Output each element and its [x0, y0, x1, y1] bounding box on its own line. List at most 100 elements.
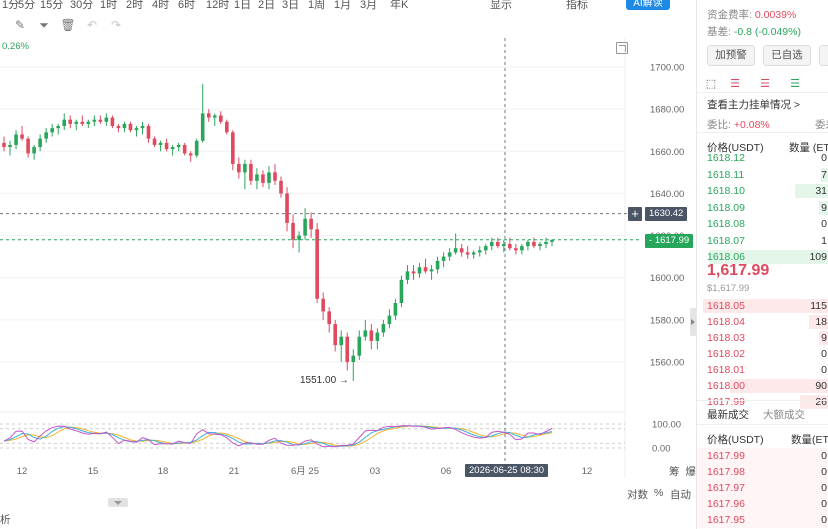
orderbook-bids-only-icon[interactable]: ☰: [790, 78, 800, 90]
candle-body: [170, 147, 175, 150]
timeframe-1d[interactable]: 1日: [234, 0, 252, 11]
bid-row[interactable]: 1618.11 7: [697, 167, 828, 183]
expand-icon[interactable]: [616, 42, 628, 54]
log-scale-toggle[interactable]: 对数: [627, 489, 648, 501]
chart-area[interactable]: 1分 5分 15分 30分 1时 2时 4时 6时 12时 1日 2日 3日 1…: [0, 0, 696, 529]
timeline-collapse-handle[interactable]: [108, 498, 128, 507]
candle-body: [321, 298, 325, 312]
tab-large-trades[interactable]: 大额成交: [763, 409, 805, 421]
timeframe-3mo[interactable]: 3月: [360, 0, 378, 11]
ask-row[interactable]: 1618.00 90: [697, 378, 828, 394]
trash-icon[interactable]: 🗑: [60, 18, 76, 32]
side-tools: 筹 爆: [669, 464, 696, 479]
display-menu[interactable]: 显示: [490, 0, 512, 11]
orderbook-asks-only-icon[interactable]: ☰: [760, 78, 770, 90]
order-ratio-label: 委比:: [707, 119, 731, 131]
candle-body: [50, 128, 54, 133]
trades-header: 价格(USDT) 数量(ET: [707, 432, 828, 447]
y-tick-label: 1680.00: [650, 105, 684, 116]
candle-body: [435, 260, 440, 270]
watchlist-button[interactable]: 已自选: [763, 45, 811, 66]
auto-scale-toggle[interactable]: 自动: [670, 489, 691, 501]
add-alert-icon[interactable]: +: [628, 207, 642, 221]
x-axis: 12 15 18 21 6月 25 03 06 12: [17, 466, 593, 477]
candle-body: [237, 163, 241, 173]
ask-row[interactable]: 1618.03 9: [697, 330, 828, 346]
bid-row[interactable]: 1618.06 109: [697, 249, 828, 265]
orderbook-header: 价格(USDT) 数量 (ET: [707, 140, 828, 155]
analysis-tab[interactable]: 析: [0, 514, 11, 526]
timeframe-1h[interactable]: 1时: [100, 0, 118, 11]
candle-body: [80, 121, 85, 124]
timeframe-15m[interactable]: 15分: [40, 0, 64, 11]
orderbook-both-icon[interactable]: ⬚: [705, 78, 717, 90]
candle-body: [98, 119, 103, 122]
timeframe-4h[interactable]: 4时: [152, 0, 170, 11]
candle-body: [495, 241, 500, 247]
ask-row[interactable]: 1617.99 26: [697, 394, 828, 410]
timeframe-2d[interactable]: 2日: [258, 0, 276, 11]
x-tick-label: 12: [582, 466, 593, 477]
oscillator-tick-label: 100.00: [652, 420, 681, 431]
candle-body: [8, 144, 12, 148]
ask-row[interactable]: 1618.01 0: [697, 362, 828, 378]
candle-body: [212, 115, 217, 118]
drawing-tools: ✎ ⏷ 🗑 ↶ ↷: [0, 14, 140, 36]
panel-collapse-handle[interactable]: [690, 308, 697, 336]
timeframe-2h[interactable]: 2时: [126, 0, 144, 11]
ask-row[interactable]: 1618.02 0: [697, 346, 828, 362]
timeframe-12h[interactable]: 12时: [206, 0, 230, 11]
ai-analysis-button[interactable]: AI解读: [626, 0, 670, 10]
candle-body: [339, 336, 344, 346]
timeframe-3d[interactable]: 3日: [282, 0, 300, 11]
bid-row[interactable]: 1618.12 0: [697, 150, 828, 166]
funding-rate: 资金费率: 0.0039%: [707, 9, 797, 21]
liquidation-button[interactable]: 爆: [685, 466, 696, 478]
candle-body: [538, 244, 542, 247]
chip-distribution-button[interactable]: 筹: [669, 466, 680, 478]
timeframe-1m[interactable]: 1分: [2, 0, 20, 11]
order-price: 1618.10: [707, 185, 745, 197]
percent-scale-toggle[interactable]: %: [654, 487, 664, 499]
mid-price: 1,617.99: [707, 262, 770, 279]
filter-icon[interactable]: ⏷: [39, 18, 49, 32]
candle-body: [164, 142, 169, 150]
undo-icon[interactable]: ↶: [86, 18, 98, 32]
oscillator-tick-label: 0.00: [652, 444, 671, 455]
timeframe-5m[interactable]: 5分: [18, 0, 36, 11]
candle-body: [520, 246, 524, 251]
orderbook-asks-icon[interactable]: ☰: [730, 78, 740, 90]
orderbook-price-header: 价格(USDT): [707, 142, 764, 154]
last-price-dash: -: [649, 235, 655, 246]
timeframe-year[interactable]: 年K: [390, 0, 409, 11]
timeframe-30m[interactable]: 30分: [70, 0, 94, 11]
tab-latest-trades[interactable]: 最新成交: [707, 409, 749, 421]
redo-icon[interactable]: ↷: [110, 18, 122, 32]
candle-body: [441, 256, 446, 261]
main-orders-link[interactable]: 查看主力挂单情况 >: [707, 99, 801, 111]
add-alert-button[interactable]: 加预警: [707, 45, 755, 66]
more-button[interactable]: [819, 45, 828, 66]
bid-row[interactable]: 1618.10 31: [697, 183, 828, 199]
brush-icon[interactable]: ✎: [14, 18, 26, 32]
grid: [0, 38, 626, 478]
timeframe-1mo[interactable]: 1月: [334, 0, 352, 11]
trade-row: 1617.97 0: [697, 480, 828, 496]
timeframe-6h[interactable]: 6时: [178, 0, 196, 11]
indicator-menu[interactable]: 指标: [566, 0, 588, 11]
order-diff-label: 委差: [815, 119, 828, 131]
timeframe-toolbar: 1分 5分 15分 30分 1时 2时 4时 6时 12时 1日 2日 3日 1…: [0, 0, 696, 14]
bid-row[interactable]: 1618.08 0: [697, 216, 828, 232]
bid-row[interactable]: 1618.09 9: [697, 200, 828, 216]
candle-body: [206, 113, 211, 118]
order-qty: 1: [821, 234, 827, 247]
bid-row[interactable]: 1618.07 1: [697, 233, 828, 249]
candlestick-chart[interactable]: 1700.001680.001660.001640.001620.001600.…: [0, 0, 696, 529]
candle-body: [387, 315, 392, 325]
depth-bar: [800, 395, 828, 409]
ask-row[interactable]: 1618.05 115: [697, 298, 828, 314]
timeframe-1w[interactable]: 1周: [308, 0, 326, 11]
ask-row[interactable]: 1618.04 18: [697, 314, 828, 330]
x-tick-label: 03: [370, 466, 381, 477]
x-tick-label: 21: [229, 466, 240, 477]
